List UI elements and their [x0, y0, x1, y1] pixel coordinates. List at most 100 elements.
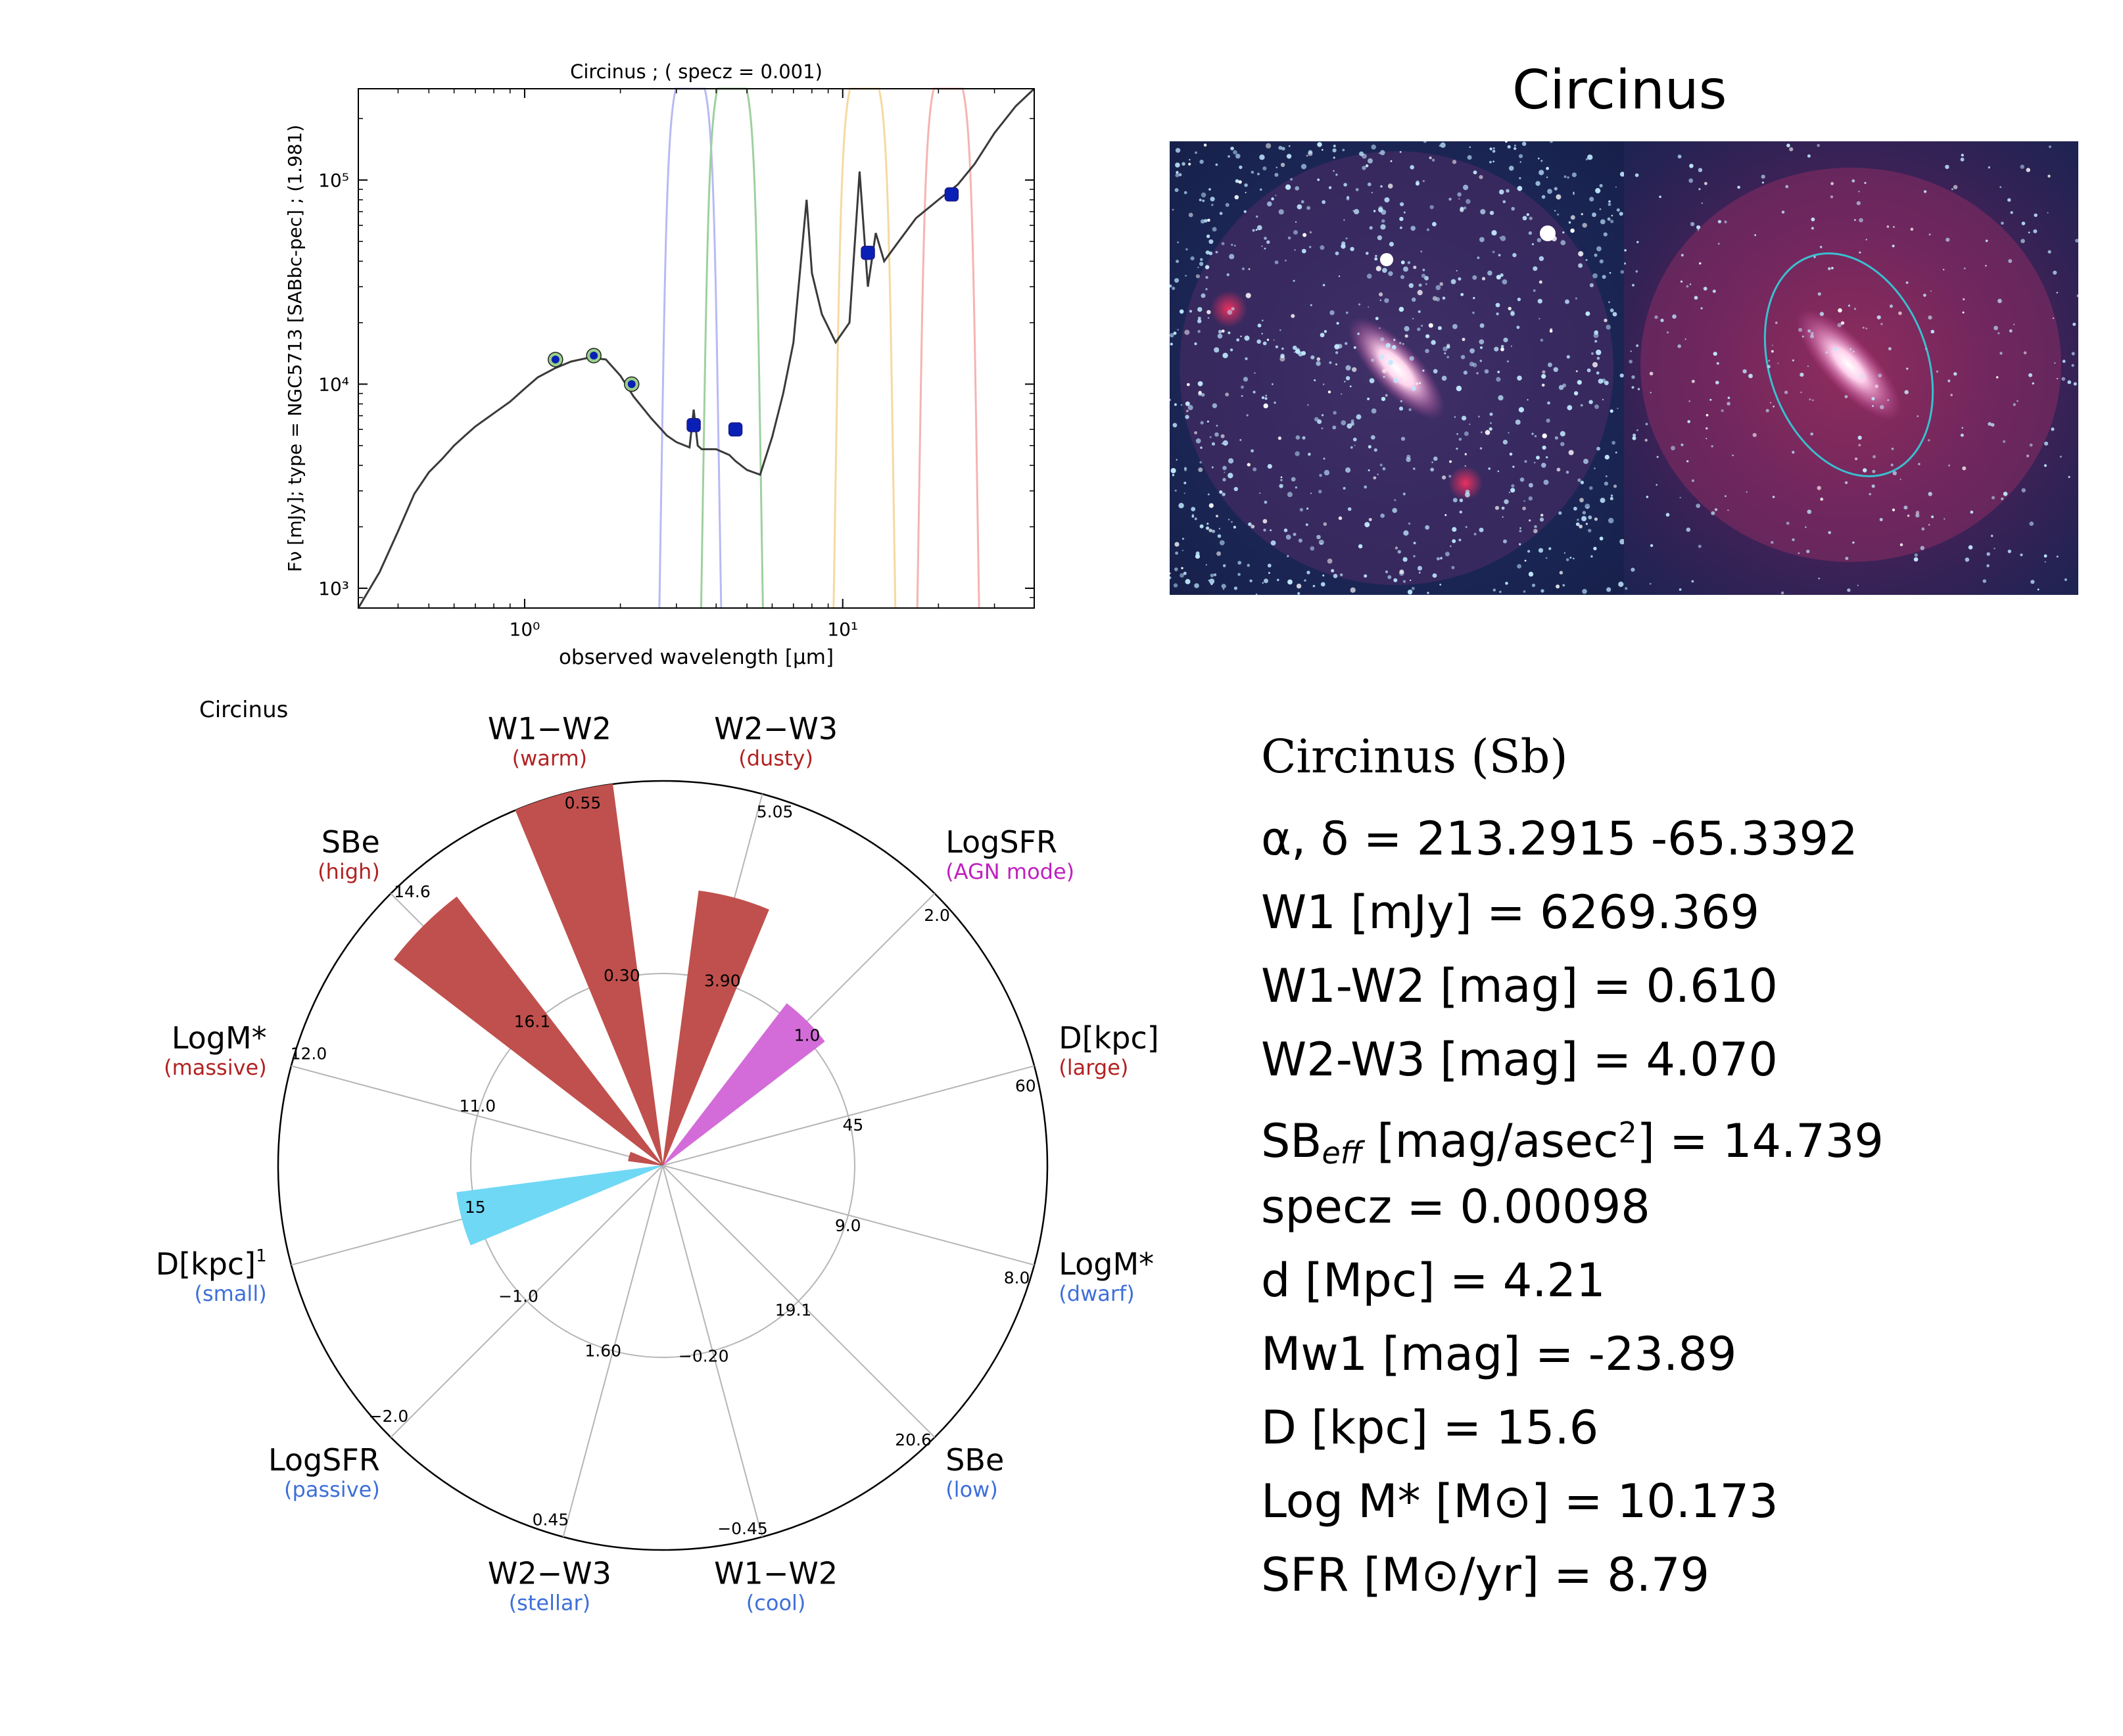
star	[1546, 456, 1548, 459]
star	[1923, 293, 1926, 297]
star	[1469, 348, 1475, 354]
star	[1285, 534, 1291, 540]
star	[1849, 348, 1852, 350]
star	[1508, 491, 1511, 494]
star	[1950, 394, 1953, 396]
star	[1423, 141, 1427, 143]
star	[1218, 329, 1222, 334]
polar-spoke	[662, 793, 763, 1166]
star	[1435, 297, 1441, 302]
star	[2026, 454, 2030, 457]
star	[1588, 528, 1592, 532]
star	[1317, 178, 1320, 181]
star	[1241, 395, 1243, 397]
star	[1183, 571, 1187, 575]
star	[1518, 407, 1524, 413]
star	[1721, 409, 1724, 412]
star	[1930, 329, 1935, 334]
sed-xtick-label: 10⁰	[510, 619, 540, 640]
star	[1207, 493, 1210, 496]
star	[1256, 339, 1261, 344]
star	[1222, 440, 1228, 446]
star	[1226, 273, 1229, 277]
star	[1413, 542, 1416, 545]
star	[1458, 438, 1462, 441]
galaxy-image-right	[1624, 141, 2078, 595]
star	[1238, 180, 1242, 184]
star	[1172, 423, 1178, 428]
star	[1296, 583, 1302, 589]
star	[1368, 158, 1373, 164]
star	[1619, 212, 1623, 216]
star	[1378, 152, 1381, 154]
polar-tick-label: 1.0	[794, 1025, 821, 1044]
star	[1352, 367, 1357, 372]
star	[1636, 241, 1639, 243]
star	[1343, 486, 1346, 490]
star	[1367, 182, 1372, 187]
star	[1594, 467, 1596, 469]
star	[1266, 339, 1270, 341]
star	[1479, 527, 1484, 532]
star	[1354, 208, 1360, 215]
star	[1573, 391, 1579, 396]
star	[1221, 584, 1226, 589]
star	[1246, 414, 1249, 417]
star	[1362, 166, 1366, 170]
star	[1201, 192, 1206, 198]
star	[1379, 150, 1385, 156]
star	[1177, 329, 1179, 331]
star	[2009, 329, 2013, 333]
star	[1456, 385, 1462, 392]
star	[1340, 573, 1343, 576]
star	[1209, 436, 1212, 438]
star	[1899, 479, 1901, 481]
star	[1497, 470, 1500, 473]
star	[1872, 405, 1874, 408]
info-w1w2: W1-W2 [mag] = 0.610	[1261, 959, 1778, 1013]
polar-spoke	[291, 1165, 663, 1266]
star	[1656, 484, 1658, 486]
star	[1542, 445, 1546, 450]
polar-tick-label: 19.1	[775, 1301, 812, 1320]
star	[1420, 250, 1423, 252]
star	[1175, 148, 1181, 153]
star	[1792, 359, 1794, 362]
star	[1345, 376, 1350, 381]
star	[1243, 210, 1247, 214]
star	[1314, 379, 1316, 381]
star	[1343, 219, 1345, 221]
polar-tick-label: 14.6	[394, 882, 431, 901]
star	[1178, 173, 1182, 177]
star	[1318, 540, 1324, 545]
star	[1507, 145, 1511, 149]
star	[1936, 370, 1939, 373]
star	[1865, 239, 1867, 241]
star	[1264, 237, 1267, 240]
star	[1592, 212, 1596, 218]
star	[1570, 228, 1575, 233]
star	[1240, 335, 1242, 337]
star	[1383, 375, 1385, 378]
bright-star	[1380, 253, 1393, 266]
star	[1585, 504, 1590, 509]
star	[1387, 575, 1392, 579]
polar-tick-label: 8.0	[1004, 1269, 1030, 1288]
star	[1479, 323, 1485, 328]
star	[1318, 490, 1322, 494]
star	[1345, 467, 1351, 473]
star	[1259, 154, 1265, 160]
star	[1985, 239, 1988, 243]
star	[1680, 280, 1683, 283]
star	[2032, 382, 2034, 385]
star	[1704, 181, 1707, 185]
star	[1228, 155, 1230, 158]
star	[1379, 327, 1381, 329]
star	[1625, 587, 1628, 590]
star	[1197, 330, 1201, 333]
star	[2020, 239, 2025, 243]
star	[1302, 233, 1307, 237]
star	[1422, 369, 1425, 372]
polar-tick-label: 45	[842, 1115, 863, 1135]
star	[2003, 440, 2006, 443]
